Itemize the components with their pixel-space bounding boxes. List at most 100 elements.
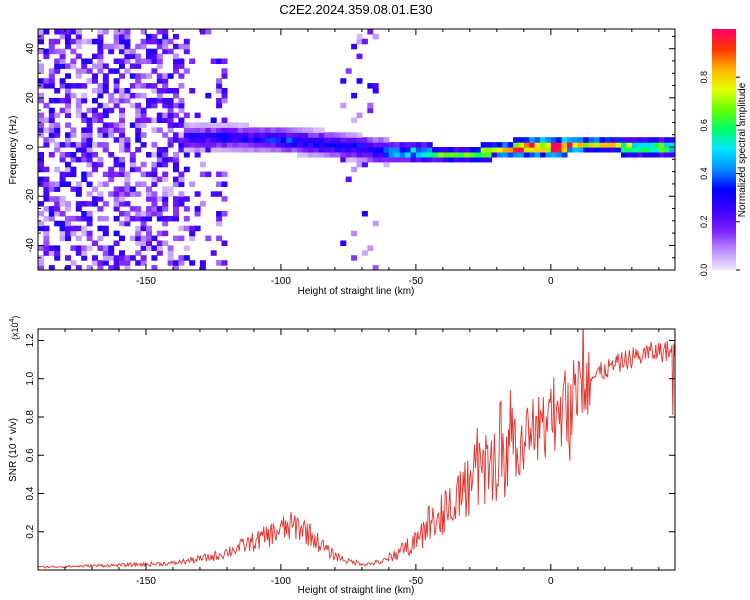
spectrogram-cell bbox=[194, 142, 201, 148]
spectrogram-cell bbox=[156, 73, 163, 79]
spectrogram-cell bbox=[97, 43, 104, 50]
colorbar-tick-label: 0.6 bbox=[699, 119, 709, 132]
spectrogram-cell bbox=[92, 152, 98, 158]
spectrogram-cell bbox=[162, 176, 169, 183]
spectrogram-cell bbox=[340, 147, 347, 153]
spectrogram-cell bbox=[329, 137, 336, 143]
spectrogram-cell bbox=[442, 156, 449, 163]
spectrogram-cell bbox=[243, 142, 250, 148]
spectrogram-cell bbox=[421, 156, 428, 163]
spectrogram-cell bbox=[556, 152, 563, 158]
spectrogram-cell bbox=[178, 122, 185, 128]
spectrogram-cell bbox=[216, 83, 223, 89]
spectrogram-cell bbox=[334, 132, 341, 138]
spectrogram-cell bbox=[113, 171, 120, 178]
spectrogram-cell bbox=[97, 181, 104, 187]
spectrogram-cell bbox=[259, 147, 266, 153]
spectrogram-cell bbox=[156, 211, 163, 217]
spectrogram-cell bbox=[113, 38, 120, 45]
spectrogram-cell bbox=[199, 29, 206, 35]
spectrogram-cell bbox=[38, 97, 44, 104]
spectrogram-cell bbox=[205, 122, 212, 128]
spectrogram-cell bbox=[205, 127, 212, 133]
spectrogram-cell bbox=[518, 137, 525, 143]
spectrogram-cell bbox=[151, 102, 158, 109]
spectrogram-cell bbox=[486, 156, 493, 163]
spectrogram-cell bbox=[583, 142, 590, 148]
spectrogram-cell bbox=[65, 181, 71, 187]
spectrogram-cell bbox=[102, 78, 109, 84]
spectrogram-cell bbox=[135, 225, 142, 232]
spectrogram-cell bbox=[119, 117, 125, 123]
spectrogram-cell bbox=[59, 176, 66, 183]
spectrogram-cell bbox=[502, 152, 509, 158]
spectrogram-cell bbox=[173, 112, 179, 119]
spectrogram-cell bbox=[216, 191, 223, 197]
snr-x-tick-label: -150 bbox=[136, 576, 156, 587]
spectrogram-cell bbox=[534, 137, 541, 143]
spectrogram-cell bbox=[156, 240, 163, 246]
spectrogram-cell bbox=[59, 48, 66, 55]
spectrogram-cell bbox=[469, 147, 476, 153]
spectrogram-cell bbox=[48, 43, 55, 50]
spectrogram-cell bbox=[356, 112, 363, 119]
spectrogram-cell bbox=[151, 68, 158, 74]
spectrogram-cell bbox=[65, 38, 71, 45]
spectrogram-cell bbox=[146, 102, 152, 109]
spectrogram-cell bbox=[140, 107, 147, 114]
spectrogram-cell bbox=[43, 245, 50, 251]
spectrogram-cell bbox=[97, 132, 104, 138]
spectrogram-cell bbox=[615, 142, 622, 148]
spectrogram-cell bbox=[594, 142, 600, 148]
spectrogram-cell bbox=[92, 88, 98, 94]
spectrogram-cell bbox=[216, 132, 223, 138]
spectrogram-cell bbox=[70, 245, 77, 251]
spectrogram-cell bbox=[108, 92, 115, 99]
spectrogram-cell bbox=[92, 117, 98, 123]
spectrogram-cell bbox=[383, 156, 390, 163]
spectrogram-cell bbox=[351, 117, 358, 123]
spectrogram-cell bbox=[199, 132, 206, 138]
spectrogram-cell bbox=[496, 152, 503, 158]
spectrogram-cell bbox=[459, 147, 466, 153]
spectrogram-panel: -150 -100 -50 0 -40 -20 0 20 40 Height of straig… bbox=[8, 28, 676, 297]
spectrogram-cell bbox=[210, 122, 217, 128]
spectrogram-cell bbox=[102, 181, 109, 187]
spectrogram-cell bbox=[318, 127, 325, 133]
snr-panel: -150 -100 -50 0 0.2 0.4 0.6 0.8 1.0 1.2 Height of… bbox=[8, 316, 676, 596]
spectrogram-cell bbox=[75, 68, 82, 74]
spectrogram-cell bbox=[108, 166, 115, 173]
spectrogram-cell bbox=[140, 215, 147, 222]
spectrogram-cell bbox=[340, 102, 347, 109]
spectrogram-cell bbox=[140, 92, 147, 99]
spectrogram-cell bbox=[253, 132, 260, 138]
spectrogram-cell bbox=[178, 43, 185, 50]
spectrogram-cell bbox=[631, 142, 638, 148]
spectrogram-cell bbox=[43, 176, 50, 183]
spectrogram-cell bbox=[129, 83, 136, 89]
spectrogram-cell bbox=[119, 73, 125, 79]
spectrogram-cell bbox=[216, 97, 223, 104]
spectrogram-cell bbox=[162, 240, 169, 246]
spectrogram-cell bbox=[92, 97, 98, 104]
spectrogram-cell bbox=[113, 201, 120, 207]
spectrogram-cell bbox=[38, 117, 44, 123]
spectrogram-cell bbox=[97, 68, 104, 74]
spectrogram-cell bbox=[156, 127, 163, 133]
spectrogram-cell bbox=[48, 211, 55, 217]
spectrogram-cell bbox=[38, 112, 44, 119]
spectrogram-cell bbox=[151, 117, 158, 123]
spectrogram-cell bbox=[146, 33, 152, 40]
spectrogram-cell bbox=[108, 127, 115, 133]
spectrogram-cell bbox=[588, 137, 595, 143]
spectrogram-cell bbox=[173, 156, 179, 163]
spectrogram-cell bbox=[75, 43, 82, 50]
spectrogram-cell bbox=[151, 176, 158, 183]
spectrogram-cell bbox=[38, 38, 44, 45]
spectrogram-cell bbox=[361, 250, 368, 256]
spectrogram-cell bbox=[146, 117, 152, 123]
spectrogram-cell bbox=[167, 73, 174, 79]
spectrogram-cell bbox=[178, 63, 185, 69]
spectrogram-cell bbox=[642, 137, 649, 143]
